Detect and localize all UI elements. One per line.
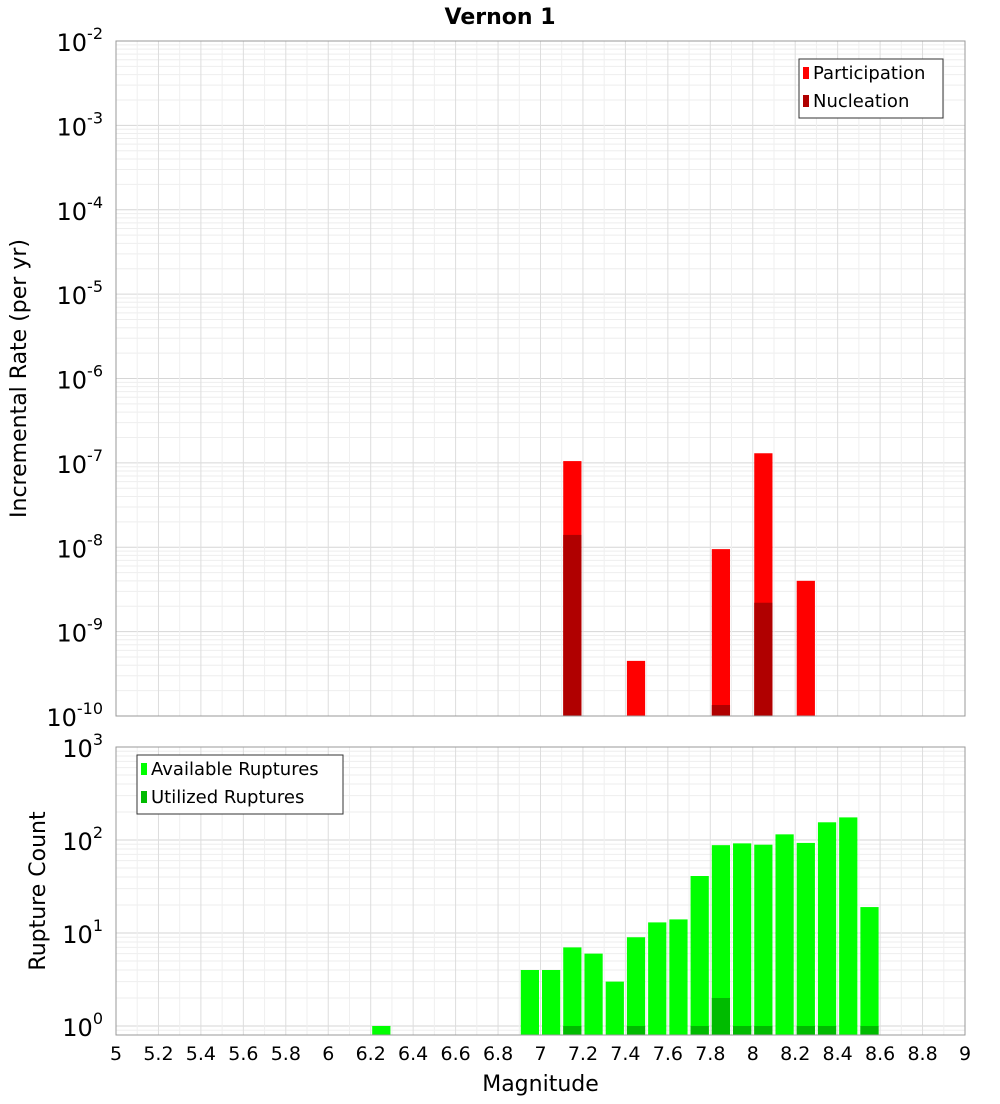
x-tick-label: 5.2 bbox=[143, 1043, 173, 1065]
y-tick-label: 10-10 bbox=[46, 699, 103, 732]
count-bar-primary bbox=[754, 844, 773, 1035]
count-bar-primary bbox=[563, 947, 582, 1035]
count-bar-secondary bbox=[626, 1025, 646, 1035]
count-bar-primary bbox=[711, 845, 731, 1035]
x-tick-label: 7.4 bbox=[610, 1043, 640, 1065]
rate-bar-primary bbox=[796, 580, 815, 716]
chart-title: Vernon 1 bbox=[445, 5, 556, 30]
x-tick-label: 7.2 bbox=[568, 1043, 598, 1065]
count-bar-secondary bbox=[690, 1025, 709, 1035]
count-bar-secondary bbox=[733, 1025, 752, 1035]
x-tick-label: 9 bbox=[959, 1043, 971, 1065]
rate-bar-primary bbox=[626, 660, 646, 716]
count-bar-primary bbox=[542, 969, 561, 1035]
count-bar-primary bbox=[520, 969, 539, 1035]
x-axis-label: Magnitude bbox=[482, 1072, 599, 1097]
rate-legend: Participation Nucleation bbox=[798, 58, 944, 119]
count-bar-primary bbox=[648, 922, 667, 1035]
legend-swatch bbox=[141, 763, 147, 775]
x-tick-label: 5 bbox=[110, 1043, 122, 1065]
x-tick-label: 5.8 bbox=[271, 1043, 301, 1065]
count-bar-primary bbox=[733, 843, 752, 1035]
legend-box bbox=[136, 754, 344, 815]
legend-swatch bbox=[141, 791, 147, 803]
x-tick-label: 8.4 bbox=[823, 1043, 853, 1065]
y-tick-label: 10-2 bbox=[57, 24, 104, 57]
x-tick-label: 8.2 bbox=[780, 1043, 810, 1065]
rate-bar-secondary bbox=[563, 534, 582, 716]
y-tick-label: 10-6 bbox=[57, 362, 104, 395]
x-tick-label: 6.4 bbox=[398, 1043, 428, 1065]
y-tick-label: 10-9 bbox=[57, 615, 104, 648]
count-bar-secondary bbox=[754, 1025, 773, 1035]
x-tick-label: 7 bbox=[534, 1043, 546, 1065]
count-bar-secondary bbox=[563, 1025, 582, 1035]
count-bar-primary bbox=[817, 822, 837, 1035]
rate-y-axis-label: Incremental Rate (per yr) bbox=[7, 239, 32, 518]
rate-bar-secondary bbox=[711, 705, 731, 716]
x-tick-label: 6.8 bbox=[483, 1043, 513, 1065]
y-tick-label: 10-7 bbox=[57, 446, 104, 479]
count-bar-primary bbox=[860, 907, 879, 1035]
x-tick-label: 5.4 bbox=[186, 1043, 216, 1065]
count-bar-primary bbox=[796, 842, 815, 1035]
count-legend: Available Ruptures Utilized Ruptures bbox=[136, 754, 344, 815]
count-bar-primary bbox=[626, 937, 646, 1035]
x-tick-label: 6 bbox=[322, 1043, 334, 1065]
legend-label: Nucleation bbox=[813, 91, 909, 112]
rate-plot-frame bbox=[115, 40, 966, 717]
count-bar-primary bbox=[669, 919, 688, 1035]
legend-label: Participation bbox=[813, 63, 925, 84]
y-tick-label: 10-5 bbox=[57, 277, 104, 310]
count-bar-primary bbox=[775, 834, 794, 1035]
count-bar-secondary bbox=[860, 1025, 879, 1035]
rate-bar-secondary bbox=[754, 602, 773, 716]
count-bar-secondary bbox=[796, 1025, 815, 1035]
x-tick-label: 7.8 bbox=[695, 1043, 725, 1065]
x-tick-label: 8.6 bbox=[865, 1043, 895, 1065]
y-tick-label: 10-4 bbox=[57, 193, 104, 226]
y-tick-label: 10-3 bbox=[57, 108, 104, 141]
legend-label: Available Ruptures bbox=[151, 759, 319, 780]
count-bar-primary bbox=[584, 953, 603, 1035]
x-tick-label: 6.2 bbox=[356, 1043, 386, 1065]
rate-panel: 10-10 10-9 10-8 10-7 10-6 10-5 10-4 10-3 10-2 Inc… bbox=[7, 24, 966, 732]
y-tick-label: 10-8 bbox=[57, 530, 104, 563]
legend-label: Utilized Ruptures bbox=[151, 787, 304, 808]
legend-box bbox=[798, 58, 944, 119]
y-tick-label: 102 bbox=[62, 823, 103, 856]
count-bar-primary bbox=[839, 817, 858, 1035]
legend-swatch bbox=[803, 95, 809, 107]
y-tick-label: 103 bbox=[62, 730, 103, 763]
y-tick-label: 101 bbox=[62, 916, 103, 949]
x-tick-label: 5.6 bbox=[228, 1043, 258, 1065]
count-bar-secondary bbox=[817, 1025, 837, 1035]
rate-bar-primary bbox=[711, 549, 731, 716]
count-plot-frame bbox=[115, 746, 966, 1036]
x-tick-label: 7.6 bbox=[653, 1043, 683, 1065]
count-y-axis-label: Rupture Count bbox=[26, 811, 51, 971]
count-bar-primary bbox=[690, 876, 709, 1035]
x-tick-label: 8 bbox=[747, 1043, 759, 1065]
legend-swatch bbox=[803, 67, 809, 79]
y-tick-label: 100 bbox=[62, 1009, 103, 1042]
x-tick-label: 6.6 bbox=[440, 1043, 470, 1065]
count-bar-primary bbox=[605, 981, 624, 1035]
x-tick-label: 8.8 bbox=[907, 1043, 937, 1065]
count-bar-primary bbox=[372, 1025, 391, 1035]
count-bar-secondary bbox=[711, 997, 731, 1035]
